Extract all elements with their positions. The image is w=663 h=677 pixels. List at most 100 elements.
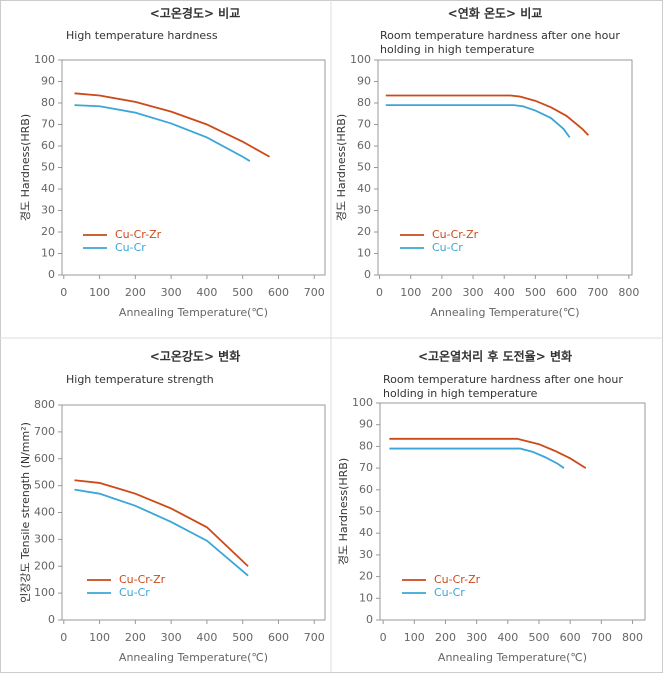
x-tick-label: 200	[125, 286, 146, 299]
y-tick-label: 0	[364, 268, 371, 281]
x-tick-label: 400	[196, 286, 217, 299]
y-tick-label: 50	[357, 161, 371, 174]
y-tick-label: 10	[41, 247, 55, 260]
x-tick-label: 100	[404, 631, 425, 644]
legend-label: Cu-Cr	[434, 586, 465, 599]
subtitle: High temperature hardness	[66, 29, 218, 42]
chart-title: <고온강도> 변화	[150, 349, 241, 364]
y-tick-label: 600	[34, 452, 55, 465]
x-tick-label: 600	[268, 286, 289, 299]
y-tick-label: 10	[357, 247, 371, 260]
y-tick-label: 400	[34, 506, 55, 519]
subtitle-box: High temperature hardness	[66, 29, 218, 42]
x-tick-label: 600	[268, 631, 289, 644]
legend-label: Cu-Cr-Zr	[432, 228, 479, 241]
y-tick-label: 300	[34, 532, 55, 545]
series-line	[385, 104, 571, 138]
y-tick-label: 100	[34, 586, 55, 599]
y-tick-label: 90	[357, 75, 371, 88]
y-tick-label: 30	[357, 204, 371, 217]
x-tick-label: 0	[60, 631, 67, 644]
y-axis-label: 경도 Hardness(HRB)	[335, 114, 348, 221]
legend-label: Cu-Cr	[119, 586, 150, 599]
legend-label: Cu-Cr-Zr	[115, 228, 162, 241]
y-tick-label: 700	[34, 425, 55, 438]
x-tick-label: 500	[232, 631, 253, 644]
y-tick-label: 40	[41, 182, 55, 195]
series-line	[385, 94, 590, 136]
y-tick-label: 50	[359, 505, 373, 518]
x-tick-label: 200	[431, 286, 452, 299]
y-tick-label: 70	[359, 461, 373, 474]
x-tick-label: 0	[380, 631, 387, 644]
y-tick-label: 90	[359, 418, 373, 431]
y-tick-label: 10	[359, 591, 373, 604]
x-axis-label: Annealing Temperature(℃)	[119, 306, 268, 319]
y-tick-label: 100	[352, 396, 373, 409]
y-tick-label: 80	[359, 439, 373, 452]
x-tick-label: 400	[494, 286, 515, 299]
legend-label: Cu-Cr-Zr	[434, 573, 481, 586]
y-axis-label: 경도 Hardness(HRB)	[19, 114, 32, 221]
y-tick-label: 800	[34, 398, 55, 411]
x-tick-label: 500	[525, 286, 546, 299]
x-axis-label: Annealing Temperature(℃)	[438, 651, 587, 664]
subtitle-box: High temperature strength	[66, 373, 214, 386]
y-tick-label: 40	[359, 526, 373, 539]
y-tick-label: 20	[359, 570, 373, 583]
series-line	[74, 479, 249, 567]
series-line	[74, 92, 270, 158]
y-tick-label: 70	[357, 118, 371, 131]
x-tick-label: 300	[161, 631, 182, 644]
y-tick-label: 80	[357, 96, 371, 109]
legend-label: Cu-Cr-Zr	[119, 573, 166, 586]
chart-title: <고온열처리 후 도전율> 변화	[418, 349, 572, 364]
y-tick-label: 100	[34, 53, 55, 66]
y-tick-label: 40	[357, 182, 371, 195]
x-tick-label: 800	[622, 631, 643, 644]
x-tick-label: 500	[232, 286, 253, 299]
plot-area	[61, 404, 326, 621]
y-tick-label: 60	[359, 483, 373, 496]
x-axis-label: Annealing Temperature(℃)	[430, 306, 579, 319]
x-tick-label: 400	[497, 631, 518, 644]
y-tick-label: 30	[41, 204, 55, 217]
subtitle: Room temperature hardness after one hour…	[380, 29, 620, 56]
y-tick-label: 0	[48, 613, 55, 626]
subtitle: Room temperature hardness after one hour…	[383, 373, 623, 400]
x-tick-label: 300	[161, 286, 182, 299]
y-tick-label: 70	[41, 118, 55, 131]
y-tick-label: 30	[359, 548, 373, 561]
x-tick-label: 700	[304, 631, 325, 644]
y-tick-label: 60	[357, 139, 371, 152]
subtitle: High temperature strength	[66, 373, 214, 386]
series-line	[389, 447, 565, 469]
y-tick-label: 0	[48, 268, 55, 281]
x-tick-label: 100	[89, 286, 110, 299]
legend-label: Cu-Cr	[115, 241, 146, 254]
y-axis-label: 경도 Hardness(HRB)	[337, 458, 350, 565]
subtitle-box: Room temperature hardness after one hour…	[383, 373, 623, 400]
series-line	[74, 488, 249, 577]
x-tick-label: 300	[463, 286, 484, 299]
y-tick-label: 500	[34, 479, 55, 492]
x-tick-label: 0	[60, 286, 67, 299]
y-tick-label: 200	[34, 559, 55, 572]
subtitle-box: Room temperature hardness after one hour…	[380, 29, 620, 56]
x-tick-label: 700	[304, 286, 325, 299]
x-tick-label: 700	[591, 631, 612, 644]
x-tick-label: 600	[560, 631, 581, 644]
y-tick-label: 0	[366, 613, 373, 626]
chart-title: <고온경도> 비교	[150, 6, 241, 21]
legend-label: Cu-Cr	[432, 241, 463, 254]
x-tick-label: 100	[400, 286, 421, 299]
x-tick-label: 600	[556, 286, 577, 299]
series-line	[389, 437, 587, 469]
y-tick-label: 60	[41, 139, 55, 152]
x-tick-label: 700	[587, 286, 608, 299]
y-tick-label: 100	[350, 53, 371, 66]
x-tick-label: 0	[376, 286, 383, 299]
y-tick-label: 20	[357, 225, 371, 238]
plot-area	[379, 402, 646, 621]
